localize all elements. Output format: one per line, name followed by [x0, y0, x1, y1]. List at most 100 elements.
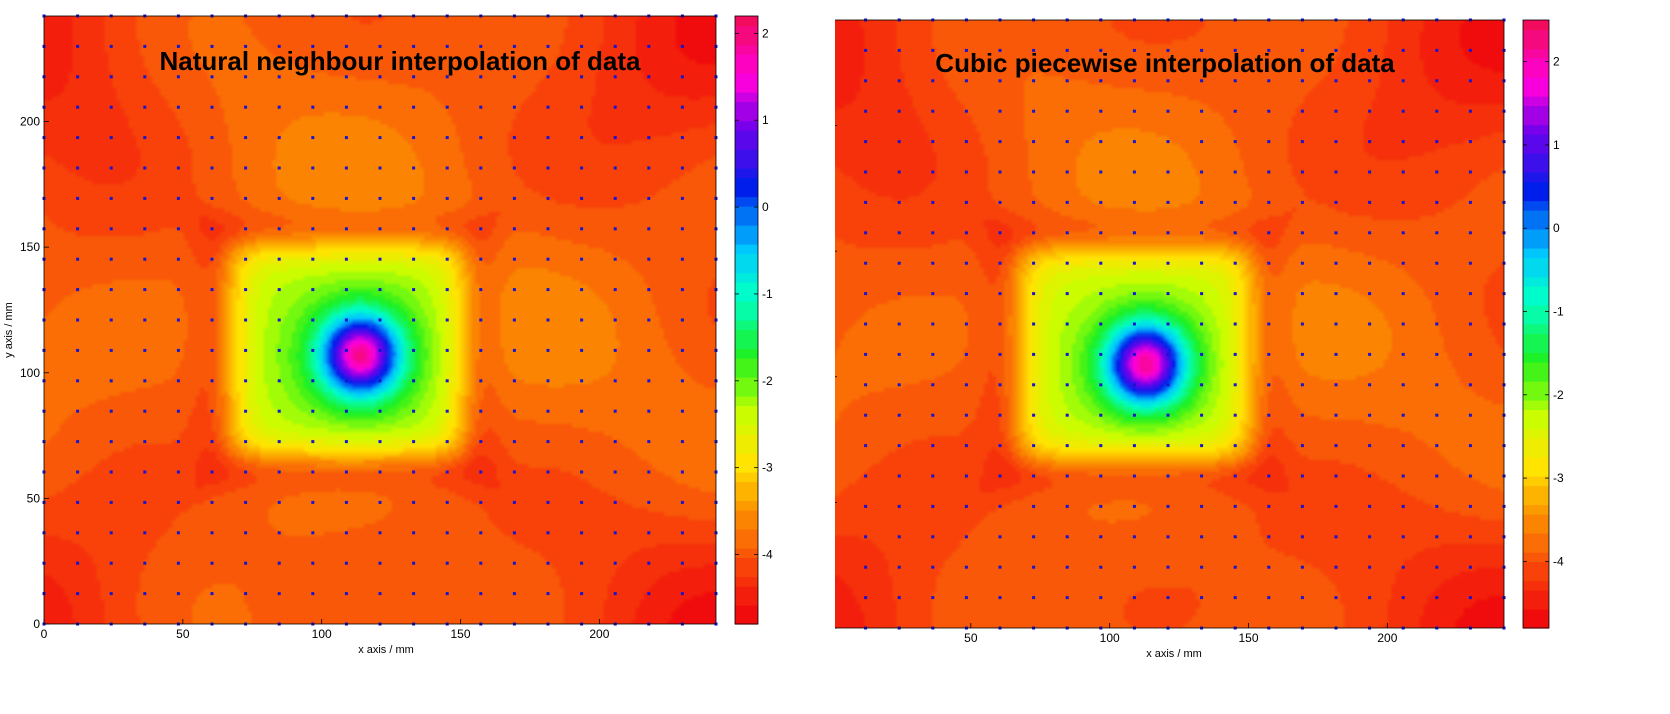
sample-point — [176, 75, 180, 79]
sample-point — [479, 196, 483, 200]
sample-point — [1065, 565, 1069, 569]
sample-point — [931, 413, 935, 417]
sample-point — [897, 261, 901, 265]
sample-point — [512, 561, 516, 565]
sample-point — [1468, 565, 1472, 569]
sample-point — [1300, 535, 1304, 539]
sample-point — [1435, 170, 1439, 174]
sample-point — [176, 44, 180, 48]
sample-point — [546, 44, 550, 48]
sample-point — [680, 470, 684, 474]
sample-point — [1401, 79, 1405, 83]
x-tick-label: 100 — [1100, 631, 1120, 645]
sample-point — [378, 470, 382, 474]
sample-point — [897, 504, 901, 508]
sample-point — [412, 592, 416, 596]
sample-point — [1065, 79, 1069, 83]
sample-point — [1166, 109, 1170, 113]
colorbar-segment — [1523, 67, 1549, 78]
sample-point — [76, 348, 80, 352]
colorbar-segment — [1523, 514, 1549, 525]
sample-point — [1468, 504, 1472, 508]
sample-point — [1099, 109, 1103, 113]
sample-point — [445, 561, 449, 565]
sample-point — [1468, 444, 1472, 448]
colorbar-segment — [735, 472, 758, 483]
sample-point — [613, 500, 617, 504]
sample-point — [1065, 170, 1069, 174]
sample-point — [1032, 383, 1036, 387]
colorbar-segment — [735, 82, 758, 93]
sample-point — [931, 231, 935, 235]
sample-point — [277, 105, 281, 109]
sample-point — [1132, 565, 1136, 569]
sample-point — [143, 561, 147, 565]
sample-point — [680, 379, 684, 383]
sample-point — [1267, 504, 1271, 508]
sample-point — [1233, 140, 1237, 144]
sample-point — [580, 257, 584, 261]
colorbar-segment — [735, 25, 758, 36]
sample-point — [864, 504, 868, 508]
colorbar-segment — [735, 101, 758, 112]
sample-point — [1166, 231, 1170, 235]
sample-point — [864, 565, 868, 569]
sample-point — [344, 592, 348, 596]
sample-point — [647, 44, 651, 48]
colorbar-segment — [735, 35, 758, 46]
sample-point — [931, 504, 935, 508]
sample-point — [1368, 565, 1372, 569]
colorbar-segment — [735, 481, 758, 492]
sample-point — [580, 166, 584, 170]
colorbar-segment — [1523, 248, 1549, 259]
sample-point — [647, 561, 651, 565]
sample-point — [1065, 261, 1069, 265]
sample-point — [1065, 535, 1069, 539]
colorbar-segment — [1523, 618, 1549, 629]
sample-point — [244, 379, 248, 383]
sample-point — [311, 531, 315, 535]
x-tick-label: 150 — [1239, 631, 1259, 645]
sample-point — [378, 318, 382, 322]
sample-point — [1132, 292, 1136, 296]
colorbar-segment — [1523, 134, 1549, 145]
colorbar-segment — [1523, 77, 1549, 88]
sample-point — [109, 470, 113, 474]
sample-point — [1132, 352, 1136, 356]
colorbar-segment — [735, 225, 758, 236]
colorbar-segment — [735, 196, 758, 207]
colorbar-frame — [734, 15, 759, 625]
colorbar-segment — [735, 415, 758, 426]
colorbar-segment — [735, 120, 758, 131]
sample-point — [1200, 413, 1204, 417]
sample-point — [1233, 79, 1237, 83]
sample-point — [1200, 383, 1204, 387]
colorbar-tick-label: -3 — [1553, 471, 1564, 485]
colorbar-segment — [1523, 333, 1549, 344]
sample-point — [1334, 413, 1338, 417]
sample-point — [378, 227, 382, 231]
sample-point — [1200, 170, 1204, 174]
colorbar-segment — [1523, 542, 1549, 553]
sample-point — [210, 409, 214, 413]
colorbar-segment — [735, 377, 758, 388]
sample-point — [176, 288, 180, 292]
sample-point — [1099, 383, 1103, 387]
colorbar-segment — [735, 567, 758, 578]
sample-point — [964, 383, 968, 387]
sample-point — [1132, 535, 1136, 539]
sample-point — [546, 409, 550, 413]
sample-point — [546, 105, 550, 109]
sample-point — [445, 196, 449, 200]
sample-point — [998, 292, 1002, 296]
sample-point — [1401, 413, 1405, 417]
sample-point — [76, 196, 80, 200]
sample-point — [1200, 352, 1204, 356]
sample-point — [1099, 352, 1103, 356]
sample-point — [1435, 48, 1439, 52]
sample-point — [680, 44, 684, 48]
sample-point — [1200, 565, 1204, 569]
colorbar-segment — [1523, 609, 1549, 620]
sample-point — [1435, 383, 1439, 387]
